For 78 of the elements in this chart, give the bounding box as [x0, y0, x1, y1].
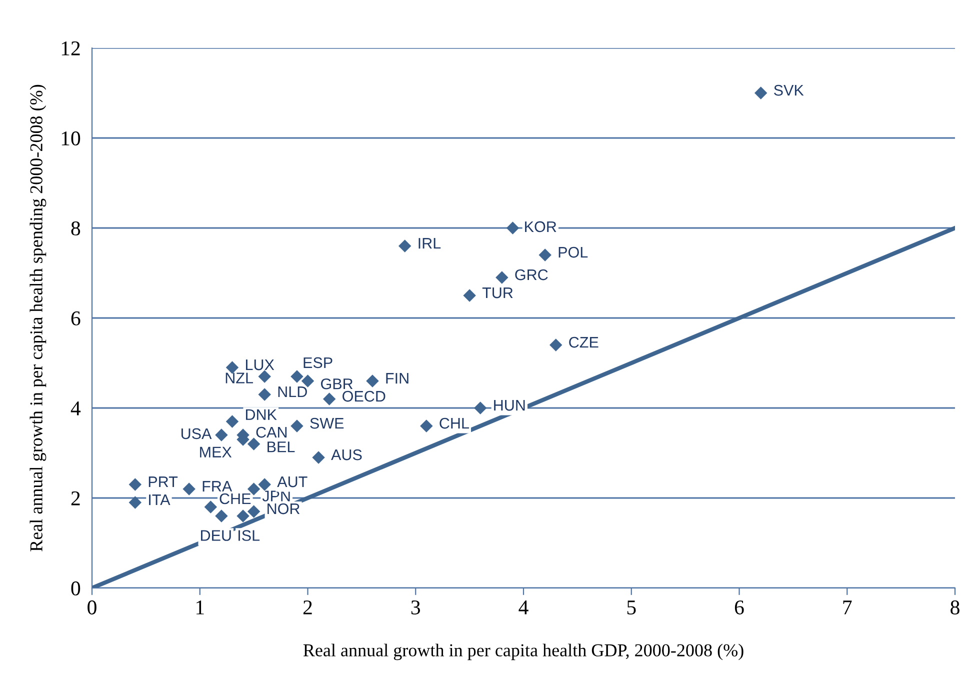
annotation: FIN — [386, 373, 408, 384]
x-tick-label: 6 — [734, 600, 744, 614]
point — [215, 428, 228, 442]
point — [226, 415, 239, 428]
x-tick-label: 2 — [303, 600, 312, 614]
point — [258, 388, 271, 401]
annotation: GBR — [321, 378, 353, 390]
point — [236, 510, 250, 522]
annotation: KOR — [525, 221, 556, 232]
point — [258, 478, 271, 491]
point — [290, 370, 304, 383]
x-tick-label: 3 — [411, 600, 420, 614]
point — [182, 482, 196, 496]
y-tick-label: 12 — [62, 41, 80, 56]
x-tick-label: 1 — [196, 600, 204, 614]
point — [301, 374, 314, 388]
annotation: DEU — [201, 530, 231, 541]
point — [322, 392, 336, 406]
annotation: LUX — [246, 360, 274, 370]
x-tick-label: 0 — [88, 600, 96, 614]
point — [215, 510, 228, 522]
annotation: NZL — [226, 372, 253, 384]
annotation: DNK — [246, 409, 277, 420]
y-tick-label: 6 — [71, 311, 80, 326]
point — [366, 374, 379, 388]
annotation: AUT — [277, 476, 308, 488]
annotation: CHE — [220, 493, 251, 504]
y-tick-label: 8 — [71, 221, 80, 236]
x-tick-label: 5 — [627, 600, 636, 614]
point — [312, 451, 325, 464]
x-tick-label: 4 — [518, 600, 528, 614]
point — [550, 338, 562, 352]
annotation: NLD — [278, 386, 307, 398]
annotation: OECD — [342, 390, 386, 402]
point — [496, 271, 508, 284]
x-tick-label: 7 — [843, 600, 852, 614]
point — [420, 420, 433, 432]
annotation: CZE — [569, 336, 598, 348]
point — [463, 289, 476, 302]
annotation: BEL — [268, 442, 295, 452]
annotation: ESP — [304, 357, 332, 368]
y-tick-label: 4 — [70, 402, 81, 416]
annotation: POL — [558, 246, 588, 258]
annotation: NOR — [268, 503, 300, 514]
point — [258, 370, 271, 383]
annotation: PRT — [148, 476, 178, 488]
annotation: GRC — [515, 269, 548, 280]
y-axis-title: Real annual growth in per capita health spending 2000-2008 (%) — [30, 84, 46, 552]
annotation: JPN — [262, 490, 290, 502]
point — [247, 438, 260, 450]
x-tick-label: 8 — [950, 600, 960, 614]
point — [506, 222, 520, 234]
point — [538, 248, 552, 262]
annotation: CAN — [256, 426, 287, 438]
annotation: MEX — [200, 446, 232, 458]
annotation: SWE — [310, 418, 344, 429]
x-axis-title: Real annual growth in per capita health GDP, 2000-2008 (%) — [303, 644, 744, 660]
y-tick-label: 0 — [71, 581, 80, 596]
point — [754, 86, 768, 100]
y-tick-label: 10 — [62, 131, 80, 146]
annotation: TUR — [482, 288, 513, 298]
y-tick-label: 2 — [71, 491, 80, 506]
point — [290, 420, 304, 432]
annotation: ISL — [238, 530, 260, 541]
annotation: USA — [181, 428, 212, 440]
annotation: IRL — [418, 238, 441, 249]
annotation: HUN — [494, 400, 525, 411]
annotation: SVK — [774, 84, 804, 96]
annotation: AUS — [331, 449, 362, 460]
point — [398, 240, 412, 252]
annotation: CHL — [440, 418, 469, 429]
annotation: FRA — [202, 481, 232, 492]
point — [474, 402, 487, 414]
point — [128, 478, 142, 491]
point — [204, 500, 218, 514]
annotation: ITA — [149, 494, 170, 506]
point — [128, 496, 142, 509]
point — [247, 505, 260, 518]
